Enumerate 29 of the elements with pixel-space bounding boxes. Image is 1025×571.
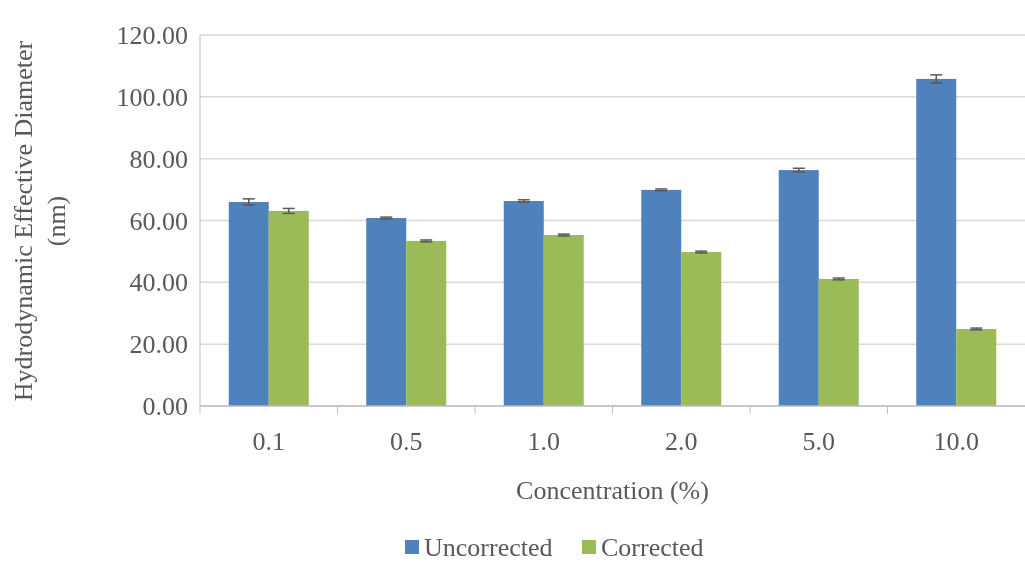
bar (818, 278, 859, 406)
bar (503, 201, 544, 406)
legend-label: Uncorrected (424, 533, 553, 562)
y-tick-label: 60.00 (129, 206, 188, 236)
bar (543, 235, 584, 406)
x-tick-label: 10.0 (933, 427, 979, 456)
y-tick-label: 80.00 (129, 144, 188, 174)
y-tick-label: 20.00 (129, 330, 188, 360)
legend-label: Corrected (601, 533, 704, 562)
x-tick-label: 2.0 (665, 427, 698, 456)
bar (778, 170, 819, 406)
bar (406, 240, 447, 406)
x-axis-title: Concentration (%) (516, 476, 709, 505)
y-tick-label: 0.00 (142, 392, 188, 422)
bar (268, 210, 309, 406)
x-tick-label: 0.5 (390, 427, 423, 456)
bar (916, 78, 957, 406)
y-tick-label: 100.00 (116, 82, 188, 112)
x-tick-label: 5.0 (802, 427, 835, 456)
bar (228, 201, 269, 406)
x-tick-label: 1.0 (527, 427, 560, 456)
y-axis-title: Hydrodynamic Effective Diameter (nm) (9, 40, 71, 402)
bar (366, 218, 407, 406)
x-tick-label: 0.1 (252, 427, 285, 456)
bar (956, 329, 997, 406)
y-tick-label: 40.00 (129, 268, 188, 298)
y-tick-label: 120.00 (116, 21, 188, 51)
bar (641, 189, 682, 406)
bar (681, 252, 722, 406)
